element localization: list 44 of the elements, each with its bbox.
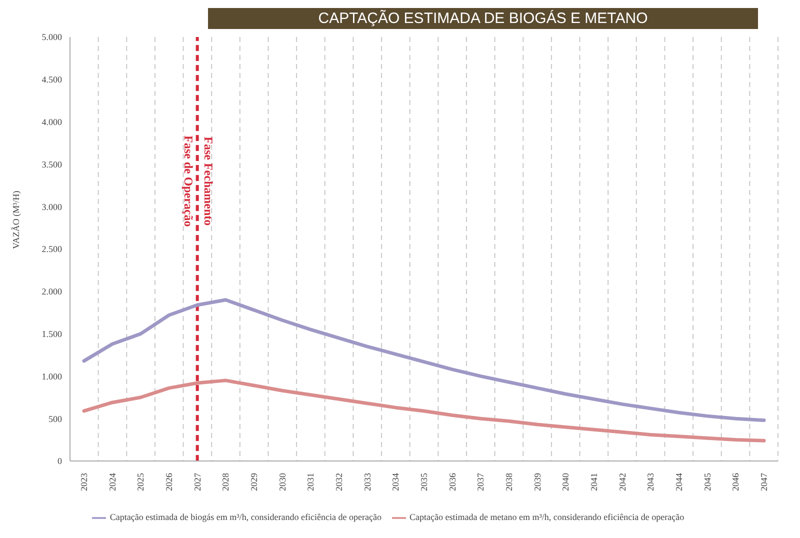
x-tick-label: 2045	[702, 472, 712, 491]
x-tick-label: 2043	[646, 472, 656, 491]
x-tick-label: 2040	[560, 472, 571, 491]
x-tick-label: 2033	[362, 472, 372, 491]
y-tick-label: 4.000	[42, 116, 62, 127]
y-tick-label: 5.000	[42, 32, 62, 42]
x-tick-label: 2029	[249, 472, 259, 491]
y-tick-label: 3.500	[42, 159, 62, 170]
x-tick-label: 2039	[532, 472, 542, 491]
x-tick-label: 2026	[164, 472, 174, 491]
x-tick-label: 2046	[730, 472, 741, 491]
x-tick-label: 2041	[589, 473, 599, 491]
x-tick-label: 2035	[419, 472, 429, 491]
y-tick-label: 4.500	[42, 74, 62, 85]
x-tick-label: 2034	[390, 472, 401, 491]
line-series	[82, 378, 766, 442]
y-tick-label: 500	[48, 414, 62, 424]
x-tick-label: 2047	[759, 472, 769, 491]
x-tick-label: 2042	[617, 473, 628, 491]
x-tick-label: 2038	[504, 472, 514, 491]
y-tick-label: 1.000	[42, 371, 62, 382]
annotation: Fase Fechamento	[201, 136, 216, 226]
y-tick-label: 2.500	[42, 244, 62, 254]
x-tick-label: 2036	[447, 472, 458, 491]
chart-title: CAPTAÇÃO ESTIMADA DE BIOGÁS E METANO	[208, 8, 758, 29]
x-tick-label: 2028	[220, 472, 231, 491]
x-tick-label: 2030	[277, 472, 288, 491]
legend-label: Captação estimada de biogás em m³/h, considerando eficiência de operação	[110, 512, 382, 522]
x-tick-label: 2027	[192, 472, 202, 491]
x-tick-label: 2031	[306, 473, 316, 491]
x-tick-label: 2032	[334, 473, 344, 491]
y-tick-label: 3.000	[42, 202, 62, 212]
legend-label: Captação estimada de metano em m³/h, considerando eficiência de operação	[410, 512, 684, 522]
x-tick-label: 2044	[674, 472, 684, 491]
annotation: Fase de Operação	[181, 136, 196, 227]
y-tick-label: 0	[58, 456, 62, 466]
y-axis-title: VAZÃO (M³/H)	[11, 190, 22, 249]
x-tick-label: 2037	[476, 472, 486, 491]
x-tick-label: 2025	[136, 472, 146, 491]
y-tick-label: 2.000	[42, 286, 62, 297]
x-tick-label: 2023	[79, 472, 89, 491]
y-tick-label: 1.500	[42, 328, 62, 339]
line-series	[82, 298, 766, 422]
x-tick-label: 2024	[107, 472, 118, 491]
